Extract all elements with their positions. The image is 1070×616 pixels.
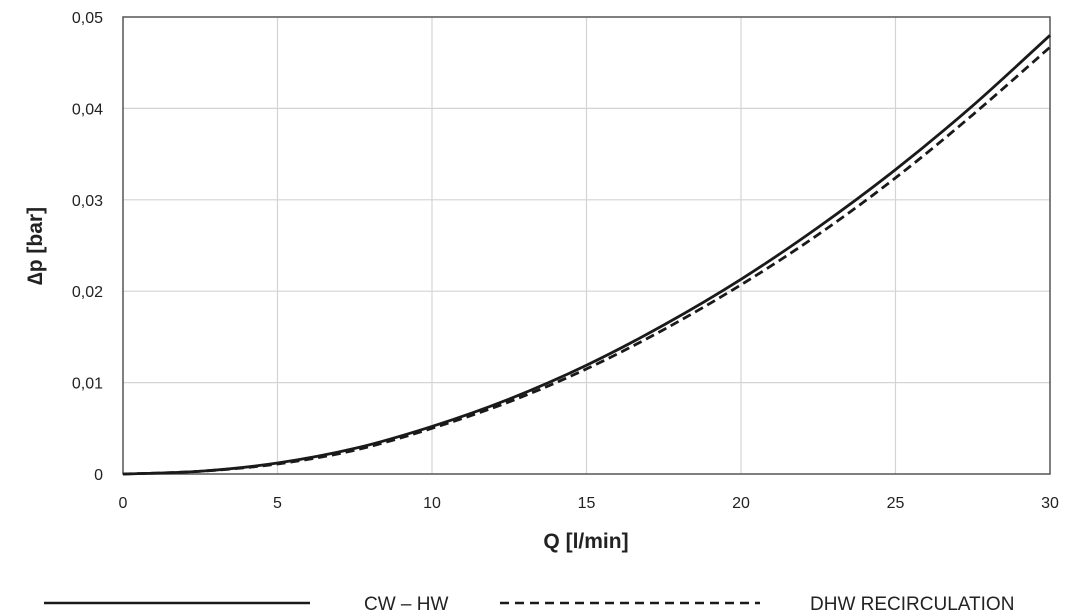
x-tick-label: 0	[119, 495, 128, 512]
series-line-dhw-recirculation	[122, 46, 1051, 476]
x-tick-labels: 0 5 10 15 20 25 30	[119, 495, 1059, 512]
y-tick-labels: 0 0,01 0,02 0,03 0,04 0,05	[72, 10, 103, 484]
legend-label-dhw-recirculation: DHW RECIRCULATION	[810, 594, 1014, 615]
x-tick-label: 10	[423, 495, 441, 512]
legend-label-cw-hw: CW – HW	[364, 594, 449, 615]
y-tick-label: 0	[94, 467, 103, 484]
y-axis-title: ∆p [bar]	[24, 207, 47, 285]
y-tick-label: 0,01	[72, 376, 103, 393]
x-tick-label: 25	[887, 495, 905, 512]
y-tick-label: 0,05	[72, 10, 103, 27]
x-axis-title: Q [l/min]	[543, 530, 628, 553]
y-tick-label: 0,02	[72, 284, 103, 301]
gridlines	[123, 17, 1050, 474]
y-tick-label: 0,04	[72, 101, 103, 118]
series-lines	[122, 34, 1051, 476]
x-tick-label: 30	[1041, 495, 1059, 512]
legend: CW – HW DHW RECIRCULATION	[44, 594, 1014, 615]
y-tick-label: 0,03	[72, 193, 103, 210]
x-tick-label: 20	[732, 495, 750, 512]
x-tick-label: 5	[273, 495, 282, 512]
plot-area-border	[122, 16, 1051, 475]
x-tick-label: 15	[578, 495, 596, 512]
